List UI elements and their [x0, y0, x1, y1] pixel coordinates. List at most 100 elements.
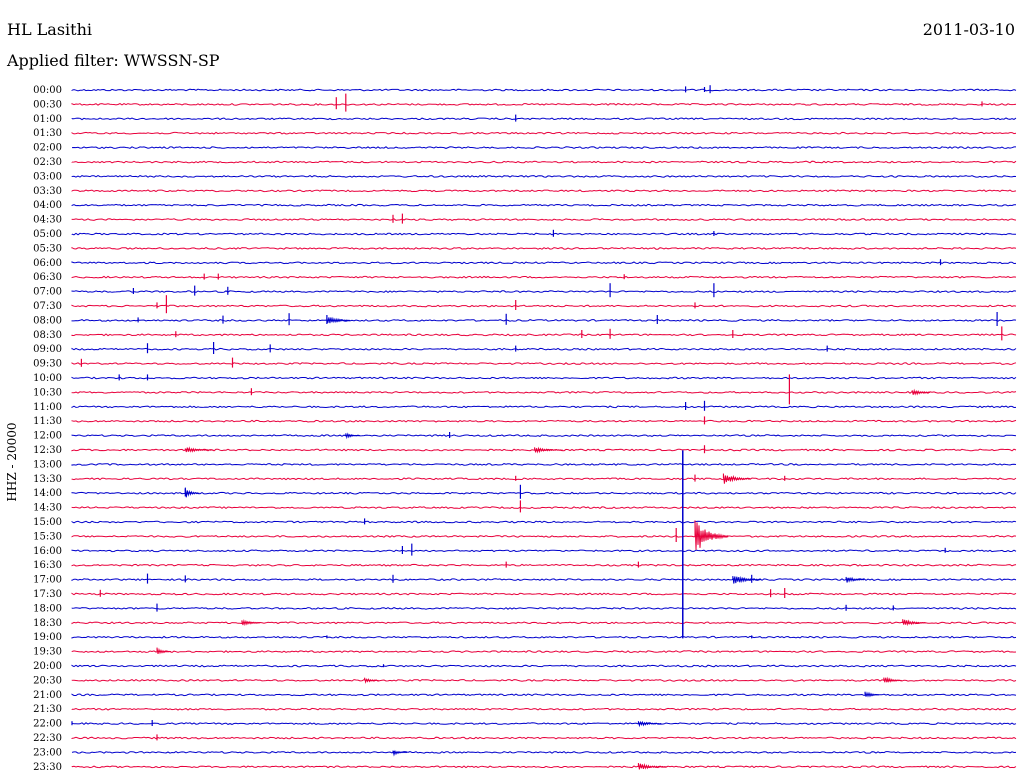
time-tick-labels: 00:00 00:30 01:00 01:30 02:00 02:30 03:00 03:30… — [33, 85, 62, 773]
trace-row — [71, 318, 1017, 322]
time-label: 17:00 — [33, 575, 62, 586]
signal-burst — [694, 520, 729, 550]
trace-row — [71, 693, 1017, 697]
signal-burst — [637, 763, 667, 770]
time-label: 23:00 — [33, 747, 62, 758]
time-label: 08:00 — [33, 315, 62, 326]
time-label: 02:30 — [33, 157, 62, 168]
time-label: 19:00 — [33, 632, 62, 643]
time-label: 03:00 — [33, 171, 62, 182]
trace-row — [71, 520, 1017, 524]
time-label: 14:30 — [33, 503, 62, 514]
time-label: 21:30 — [33, 704, 62, 715]
trace-row — [71, 333, 1017, 337]
time-label: 23:30 — [33, 762, 62, 773]
trace-row — [71, 88, 1017, 92]
time-label: 18:30 — [33, 618, 62, 629]
time-label: 09:00 — [33, 344, 62, 355]
time-label: 18:00 — [33, 603, 62, 614]
trace-row — [71, 491, 1017, 495]
signal-burst — [845, 576, 865, 583]
trace-row — [71, 434, 1017, 438]
signal-burst — [722, 473, 752, 484]
trace-row — [71, 722, 1017, 726]
time-label: 06:00 — [33, 258, 62, 269]
trace-row — [71, 535, 1017, 538]
time-label: 12:00 — [33, 431, 62, 442]
signal-burst — [326, 316, 351, 324]
station-title: HL Lasithi — [7, 20, 93, 39]
trace-row — [71, 563, 1017, 567]
trace-row — [71, 175, 1017, 178]
trace-row — [71, 635, 1017, 639]
time-label: 04:30 — [33, 215, 62, 226]
signal-burst — [184, 487, 200, 498]
trace-row — [71, 678, 1017, 682]
time-label: 08:30 — [33, 330, 62, 341]
signal-burst — [345, 432, 360, 440]
time-label: 22:00 — [33, 719, 62, 730]
signal-burst — [902, 619, 926, 627]
time-label: 01:00 — [33, 114, 62, 125]
trace-row — [71, 650, 1017, 654]
trace-row — [71, 304, 1017, 308]
trace-row — [71, 362, 1017, 365]
time-label: 20:30 — [33, 675, 62, 686]
trace-row — [71, 232, 1017, 236]
trace-row — [71, 751, 1017, 754]
trace-row — [71, 736, 1017, 740]
time-label: 04:00 — [33, 200, 62, 211]
signal-burst — [534, 446, 563, 454]
trace-row — [71, 549, 1017, 553]
time-label: 20:00 — [33, 661, 62, 672]
time-label: 22:30 — [33, 733, 62, 744]
trace-row — [71, 102, 1017, 106]
time-label: 11:30 — [33, 416, 62, 427]
time-label: 13:30 — [33, 474, 62, 485]
signal-burst — [911, 388, 931, 396]
trace-row — [71, 117, 1017, 121]
time-label: 05:00 — [33, 229, 62, 240]
trace-row — [71, 146, 1016, 150]
time-label: 15:00 — [33, 517, 62, 528]
signal-burst — [364, 677, 379, 684]
trace-row — [71, 477, 1017, 481]
trace-row — [71, 160, 1017, 164]
time-label: 07:00 — [33, 287, 62, 298]
trace-row — [71, 506, 1017, 510]
trace-row — [71, 765, 1017, 769]
trace-row — [71, 462, 1017, 466]
time-label: 15:30 — [33, 531, 62, 542]
trace-row — [71, 218, 1017, 221]
trace-row — [71, 347, 1017, 351]
time-label: 03:30 — [33, 186, 62, 197]
trace-row — [71, 290, 1017, 294]
time-label: 02:00 — [33, 143, 62, 154]
time-label: 06:30 — [33, 272, 62, 283]
time-label: 07:30 — [33, 301, 62, 312]
trace-row — [71, 390, 1017, 394]
signal-burst — [241, 618, 261, 627]
time-label: 16:30 — [33, 560, 62, 571]
time-label: 12:30 — [33, 445, 62, 456]
trace-row — [71, 664, 1017, 668]
time-label: 13:00 — [33, 459, 62, 470]
trace-row — [71, 592, 1017, 596]
time-label: 11:00 — [33, 402, 62, 413]
record-date: 2011-03-10 — [922, 20, 1015, 39]
signal-burst — [883, 676, 902, 683]
trace-row — [71, 621, 1017, 625]
trace-row — [71, 707, 1017, 711]
time-label: 00:30 — [33, 99, 62, 110]
trace-row — [71, 275, 1017, 279]
signal-burst — [156, 647, 172, 655]
trace-row — [71, 419, 1017, 423]
trace-row — [71, 261, 1017, 265]
trace-row — [71, 246, 1017, 250]
seismic-traces — [71, 85, 1017, 770]
time-label: 10:30 — [33, 387, 62, 398]
time-label: 09:30 — [33, 359, 62, 370]
time-label: 00:00 — [33, 85, 62, 96]
time-label: 01:30 — [33, 128, 62, 139]
